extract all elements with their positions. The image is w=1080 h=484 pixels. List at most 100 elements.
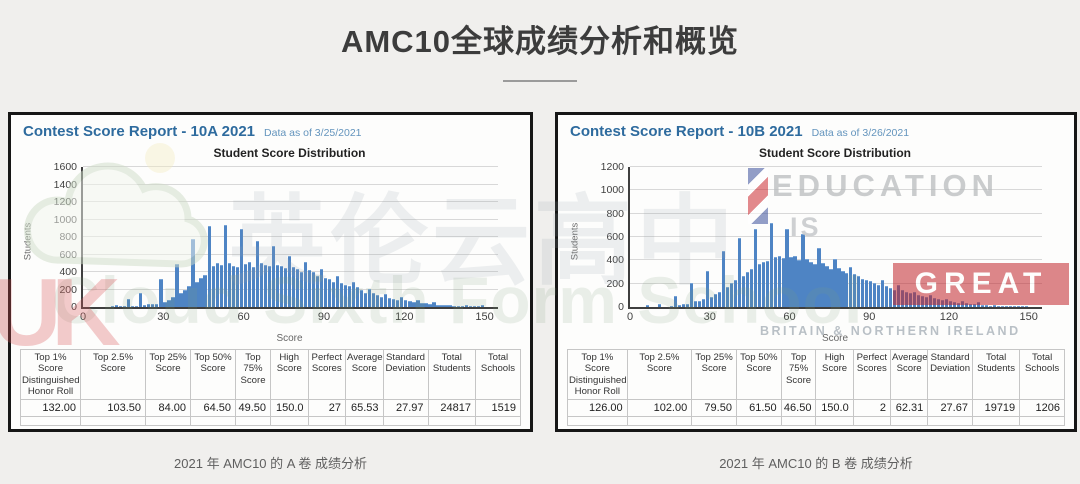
histogram-bar <box>849 267 853 307</box>
histogram-bar <box>725 286 729 307</box>
histogram-bar <box>940 300 945 307</box>
table-value-cell: 19719 <box>971 399 1021 418</box>
histogram-bar <box>1004 306 1008 307</box>
histogram-bar <box>127 299 131 307</box>
histogram-bar <box>761 262 765 307</box>
table-empty-cell <box>889 416 929 427</box>
histogram-bar <box>645 305 650 307</box>
histogram-bar <box>685 303 689 307</box>
histogram-bar <box>673 295 678 307</box>
histogram-bar <box>215 262 219 307</box>
gridline <box>83 201 498 202</box>
title-divider <box>503 80 577 82</box>
x-tick-label: 0 <box>79 311 87 323</box>
table-header-cell: Top 2.5% Score <box>80 348 146 401</box>
histogram-bar <box>235 267 239 307</box>
histogram-bar <box>833 258 837 307</box>
histogram-bar <box>1016 306 1020 307</box>
histogram-bar <box>948 300 953 307</box>
x-tick-label: 150 <box>1019 311 1038 323</box>
x-tick-label: 60 <box>783 311 796 323</box>
y-axis-label: Students <box>569 222 581 261</box>
histogram-bar <box>424 303 428 307</box>
histogram-bar <box>408 301 412 307</box>
histogram-bar <box>159 279 163 307</box>
y-tick-label: 1400 <box>53 178 77 191</box>
histogram-bar <box>416 299 420 307</box>
table-header-cell: Average Score <box>345 348 384 401</box>
histogram-bar <box>211 265 215 307</box>
chart-title: Student Score Distribution <box>213 146 366 160</box>
histogram-bar <box>255 240 259 307</box>
table-value-cell: 79.50 <box>691 399 737 418</box>
y-tick-label: 1000 <box>600 184 624 197</box>
histogram-bar <box>372 293 376 307</box>
table-empty-cell <box>691 416 737 427</box>
histogram-bar <box>657 303 662 307</box>
histogram-bar <box>179 293 183 307</box>
histogram-bar <box>239 229 243 307</box>
histogram-bar <box>263 264 267 307</box>
histogram-bar <box>933 298 937 307</box>
x-axis-label: Score <box>821 333 849 344</box>
table-value-cell: 84.00 <box>145 399 191 418</box>
table-empty-cell <box>475 416 521 427</box>
summary-table: Top 1% Score Distinguished Honor Roll Top… <box>20 348 521 427</box>
y-tick-label: 400 <box>606 254 624 267</box>
histogram-bar <box>380 296 384 307</box>
histogram-bar <box>440 305 444 307</box>
table-value-cell: 2 <box>852 399 891 418</box>
histogram-bar <box>428 303 432 307</box>
histogram-bar <box>396 300 400 307</box>
table-header-cell: Total Schools <box>475 348 521 401</box>
x-tick-label: 120 <box>939 311 959 323</box>
histogram-bar <box>817 247 821 307</box>
score-distribution-chart-10a: Student Score Distribution Students 0 200… <box>17 143 524 345</box>
histogram-bar <box>187 286 191 307</box>
histogram-bar <box>845 272 849 307</box>
histogram-bar <box>219 265 223 307</box>
table-empty-cell <box>382 416 429 427</box>
histogram-bar <box>1012 306 1016 307</box>
histogram-bar <box>1024 306 1028 307</box>
histogram-bar <box>705 270 709 307</box>
histogram-bar <box>368 289 372 307</box>
histogram-bar <box>456 305 460 307</box>
histogram-bar <box>147 304 151 307</box>
chart-title: Student Score Distribution <box>758 146 911 160</box>
histogram-bar <box>992 305 996 307</box>
table-header-cell: Top 75% Score <box>780 348 817 401</box>
report-header: Contest Score Report - 10A 2021 Data as o… <box>11 115 530 141</box>
histogram-bar <box>412 302 416 307</box>
histogram-bar <box>801 233 805 307</box>
x-tick-label: 60 <box>237 311 250 323</box>
y-tick-label: 200 <box>59 283 77 296</box>
histogram-bar <box>336 276 340 307</box>
table-header-cell: High Score <box>270 348 309 401</box>
histogram-bar <box>765 260 769 307</box>
histogram-bar <box>420 302 424 307</box>
table-header-cell: Average Score <box>889 348 929 401</box>
table-value-cell: 102.00 <box>626 399 693 418</box>
histogram-bar <box>976 302 981 307</box>
histogram-bar <box>813 263 817 307</box>
histogram-bar <box>323 277 328 307</box>
histogram-bar <box>865 280 869 307</box>
histogram-bar <box>881 279 885 307</box>
histogram-bar <box>175 264 179 307</box>
histogram-bar <box>777 255 781 307</box>
table-header-cell: Total Students <box>427 348 476 401</box>
histogram-bar <box>444 305 448 307</box>
histogram-bar <box>741 275 745 307</box>
histogram-bar <box>897 285 901 307</box>
histogram-bar <box>861 278 865 307</box>
histogram-bar <box>275 264 279 307</box>
table-header-cell: Top 1% Score Distinguished Honor Roll <box>567 348 628 401</box>
table-empty-cell <box>345 416 384 427</box>
histogram-bar <box>937 299 941 307</box>
table-empty-cell <box>852 416 891 427</box>
histogram-bar <box>271 245 275 307</box>
table-header-cell: Total Schools <box>1019 348 1065 401</box>
table-empty-cell <box>80 416 146 427</box>
table-header-cell: Top 25% Score <box>691 348 737 401</box>
